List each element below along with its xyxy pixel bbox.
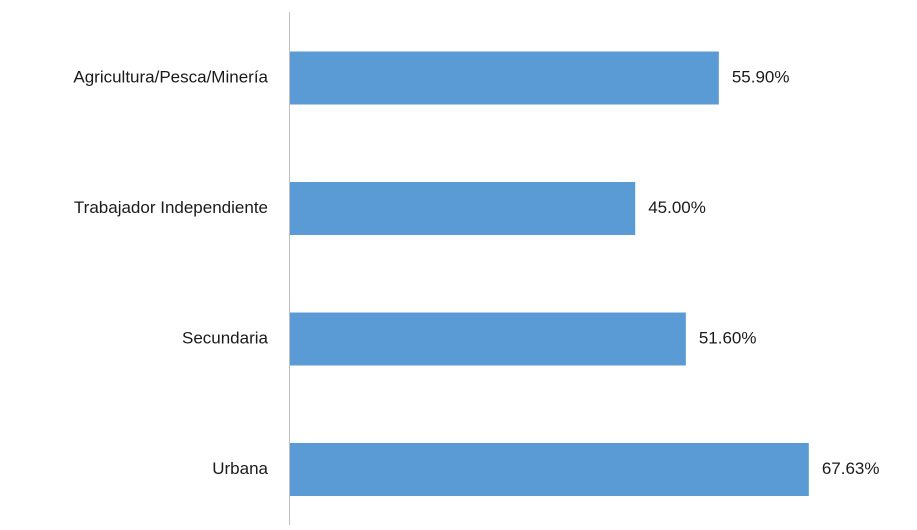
bar-1: [290, 182, 636, 235]
bar-3: [290, 443, 809, 496]
bar-2: [290, 312, 686, 366]
data-labels-group: 55.90% 45.00% 51.60% 67.63%: [648, 67, 879, 478]
data-label-0: 55.90%: [732, 67, 790, 86]
bars-group: [290, 51, 809, 496]
category-labels-group: Agricultura/Pesca/Minería Trabajador Inde…: [73, 67, 268, 478]
category-label-1: Trabajador Independiente: [74, 198, 268, 217]
data-label-2: 51.60%: [699, 328, 757, 347]
bar-0: [290, 51, 719, 105]
category-label-2: Secundaria: [182, 328, 269, 347]
category-label-0: Agricultura/Pesca/Minería: [73, 67, 268, 86]
category-label-3: Urbana: [212, 459, 268, 478]
data-label-1: 45.00%: [648, 198, 706, 217]
data-label-3: 67.63%: [822, 459, 880, 478]
